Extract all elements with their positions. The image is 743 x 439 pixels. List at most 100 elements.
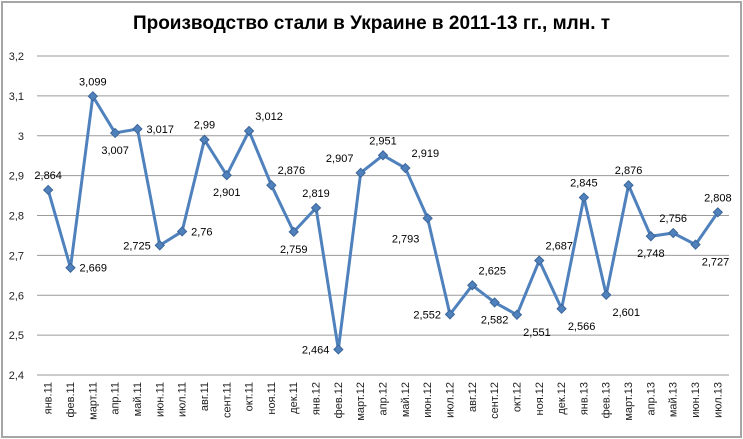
data-point-label: 2,625 [479, 265, 507, 277]
data-point-label: 2,876 [278, 165, 306, 177]
data-point-marker [712, 207, 724, 218]
x-axis-tick-label: апр.12 [378, 382, 390, 415]
data-point-marker [534, 255, 545, 266]
data-point-label: 2,582 [481, 314, 509, 326]
data-point-label: 2,793 [392, 233, 420, 245]
x-axis-tick-label: июн.11 [154, 382, 166, 417]
data-point-label: 2,725 [123, 240, 151, 252]
data-point-label: 2,819 [302, 188, 330, 200]
y-axis-tick-label: 3,1 [9, 91, 24, 103]
x-axis-tick-label: июл.13 [712, 382, 724, 418]
y-axis-tick-label: 2,6 [9, 290, 24, 302]
data-point-label: 2,901 [213, 187, 241, 199]
x-axis-tick-label: март.11 [87, 382, 99, 420]
x-axis-tick-label: авг.12 [467, 382, 479, 412]
data-point-marker [690, 239, 701, 250]
data-point-label: 3,099 [79, 76, 107, 88]
x-axis-tick-label: окт.12 [511, 382, 523, 412]
data-point-label: 2,687 [545, 241, 573, 253]
x-axis-tick-label: янв.11 [43, 382, 55, 414]
data-point-marker [511, 309, 523, 320]
data-point-marker [199, 134, 210, 145]
x-axis-tick-label: апр.11 [110, 382, 122, 415]
data-point-label: 2,876 [615, 165, 643, 177]
data-point-marker [645, 231, 657, 242]
data-point-label: 2,464 [302, 344, 330, 356]
x-axis-tick-label: июн.12 [422, 382, 434, 418]
data-point-marker [578, 192, 590, 203]
x-axis-tick-label: янв.12 [311, 382, 323, 415]
data-point-marker [221, 170, 232, 181]
data-point-marker [333, 344, 344, 355]
data-point-label: 2,808 [704, 192, 732, 204]
data-point-marker [243, 125, 255, 137]
x-axis-tick-label: ноя.12 [534, 382, 546, 415]
data-point-label: 2,907 [326, 153, 354, 165]
data-point-label: 2,845 [570, 178, 598, 190]
data-point-marker [310, 202, 322, 214]
data-point-marker [444, 309, 456, 320]
x-axis-tick-label: июл.12 [444, 382, 456, 418]
data-point-label: 3,012 [255, 111, 283, 123]
x-axis-tick-label: дек.12 [556, 382, 568, 415]
data-point-marker [377, 150, 389, 161]
data-point-label: 2,759 [280, 244, 308, 256]
data-point-marker [132, 123, 143, 135]
x-axis-tick-label: июл.11 [177, 382, 189, 417]
data-point-marker [266, 179, 277, 191]
data-point-marker [154, 240, 165, 251]
data-point-label: 2,99 [194, 120, 215, 132]
x-axis-tick-label: март.12 [355, 382, 367, 421]
y-axis-tick-label: 2,8 [9, 211, 24, 223]
x-axis-tick-label: окт.11 [244, 382, 256, 411]
x-axis-tick-label: фев.11 [65, 382, 77, 418]
x-axis-tick-label: июн.13 [690, 382, 702, 418]
data-point-label: 2,551 [523, 327, 551, 339]
y-axis-tick-label: 2,5 [9, 330, 24, 342]
x-axis-tick-label: ноя.11 [266, 382, 278, 415]
data-point-label: 2,669 [79, 263, 107, 275]
data-point-label: 2,566 [568, 321, 596, 333]
x-axis-tick-label: фев.12 [333, 382, 345, 418]
data-point-marker [422, 213, 433, 224]
x-axis-tick-label: сент.11 [221, 382, 233, 418]
x-axis-tick-label: янв.13 [578, 382, 590, 415]
data-point-label: 2,601 [612, 307, 640, 319]
x-axis-tick-label: сент.12 [489, 382, 501, 419]
y-axis-tick-label: 2,7 [9, 250, 24, 262]
data-point-label: 2,727 [702, 257, 730, 269]
data-point-label: 2,919 [412, 148, 440, 160]
data-point-label: 2,756 [659, 213, 687, 225]
chart-title: Производство стали в Украине в 2011-13 г… [132, 13, 611, 34]
data-point-label: 3,017 [146, 124, 174, 136]
data-point-marker [109, 127, 121, 139]
x-axis-tick-label: март.13 [623, 382, 635, 421]
data-point-marker [556, 303, 567, 315]
data-point-label: 2,748 [637, 248, 665, 260]
data-point-marker [601, 289, 612, 301]
data-point-label: 2,552 [413, 309, 441, 321]
data-point-label: 3,007 [101, 145, 129, 157]
x-axis-tick-label: апр.13 [645, 382, 657, 415]
x-axis-tick-label: авг.11 [199, 382, 211, 411]
data-point-marker [667, 227, 679, 239]
x-axis-tick-label: май.11 [132, 382, 144, 416]
data-point-marker [176, 226, 188, 237]
y-axis-tick-label: 3 [18, 131, 24, 143]
y-axis-tick-label: 2,4 [9, 370, 24, 382]
x-axis-tick-label: май.12 [400, 382, 412, 417]
x-axis-tick-label: май.13 [668, 382, 680, 417]
data-point-label: 2,76 [191, 226, 212, 238]
data-point-marker [467, 280, 478, 291]
data-point-marker [623, 179, 634, 191]
x-axis-tick-label: фев.13 [601, 382, 613, 418]
data-point-marker [400, 162, 411, 174]
data-point-marker [288, 226, 299, 238]
data-point-marker [42, 184, 54, 196]
data-point-marker [65, 262, 76, 273]
data-point-label: 2,951 [369, 135, 397, 147]
data-point-marker [87, 91, 99, 102]
y-axis-tick-label: 2,9 [9, 171, 24, 183]
data-point-marker [355, 167, 366, 179]
